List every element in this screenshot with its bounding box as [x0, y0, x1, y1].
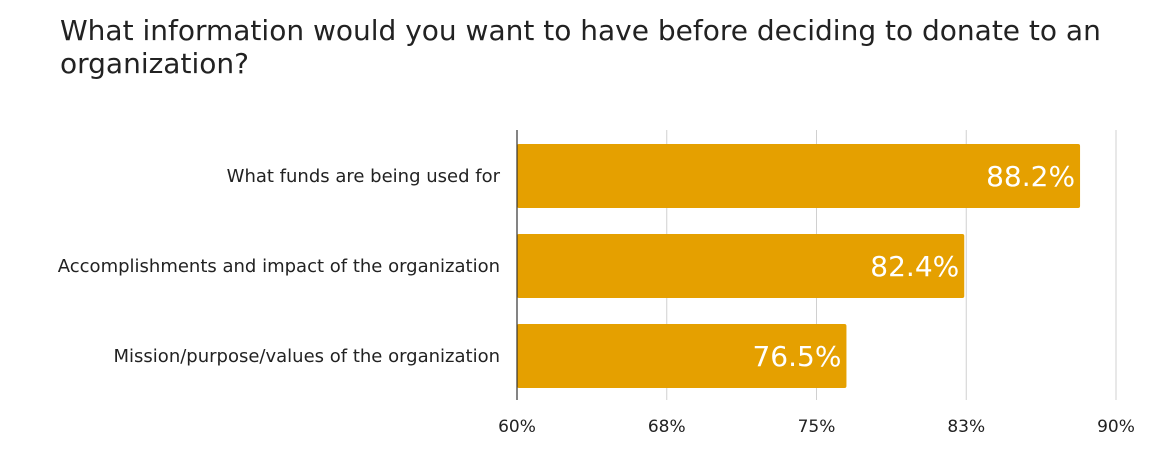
category-labels: What funds are being used for Accomplishm… [58, 166, 501, 367]
bar [517, 324, 847, 388]
bar [517, 144, 1081, 208]
category-label: Mission/purpose/values of the organizati… [114, 346, 500, 367]
chart-title: What information would you want to have … [60, 14, 1101, 80]
data-label: 88.2% [986, 160, 1075, 193]
x-tick-label: 60% [498, 417, 536, 437]
data-labels: 88.2% 82.4% 76.5% [752, 160, 1075, 373]
x-tick-label: 68% [648, 417, 686, 437]
bars [517, 144, 1081, 388]
bar [517, 234, 965, 298]
category-label: Accomplishments and impact of the organi… [58, 256, 500, 277]
x-axis-tick-labels: 60% 68% 75% 83% 90% [498, 417, 1135, 437]
data-label: 82.4% [870, 250, 959, 283]
x-tick-label: 83% [947, 417, 985, 437]
x-tick-label: 75% [798, 417, 836, 437]
x-tick-label: 90% [1097, 417, 1135, 437]
data-label: 76.5% [752, 340, 841, 373]
category-label: What funds are being used for [227, 166, 501, 187]
